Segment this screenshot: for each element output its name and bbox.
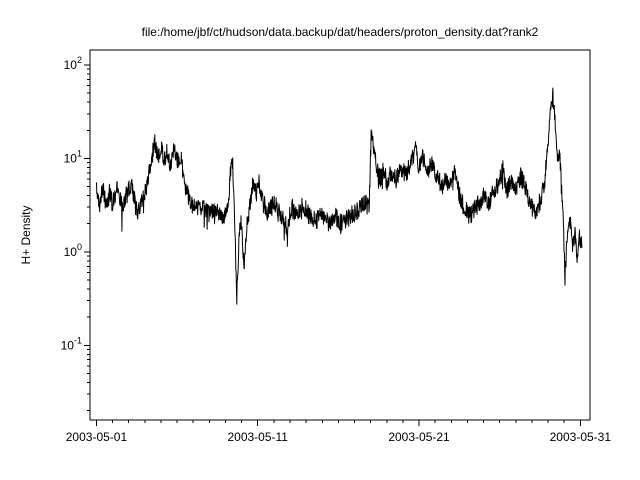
- y-tick-label: 100: [64, 242, 82, 259]
- plot-title: file:/home/jbf/ct/hudson/data.backup/dat…: [142, 25, 539, 39]
- y-tick-label: 10-1: [61, 335, 82, 352]
- x-tick-label: 2003-05-21: [388, 430, 450, 444]
- y-tick-label: 102: [64, 55, 82, 72]
- plot-frame: [89, 49, 591, 421]
- x-tick-label: 2003-05-31: [550, 430, 612, 444]
- y-axis-label: H+ Density: [19, 205, 33, 264]
- y-tick-label: 101: [64, 148, 82, 165]
- x-tick-label: 2003-05-01: [66, 430, 128, 444]
- data-line: [96, 87, 583, 305]
- x-tick-label: 2003-05-11: [227, 430, 288, 444]
